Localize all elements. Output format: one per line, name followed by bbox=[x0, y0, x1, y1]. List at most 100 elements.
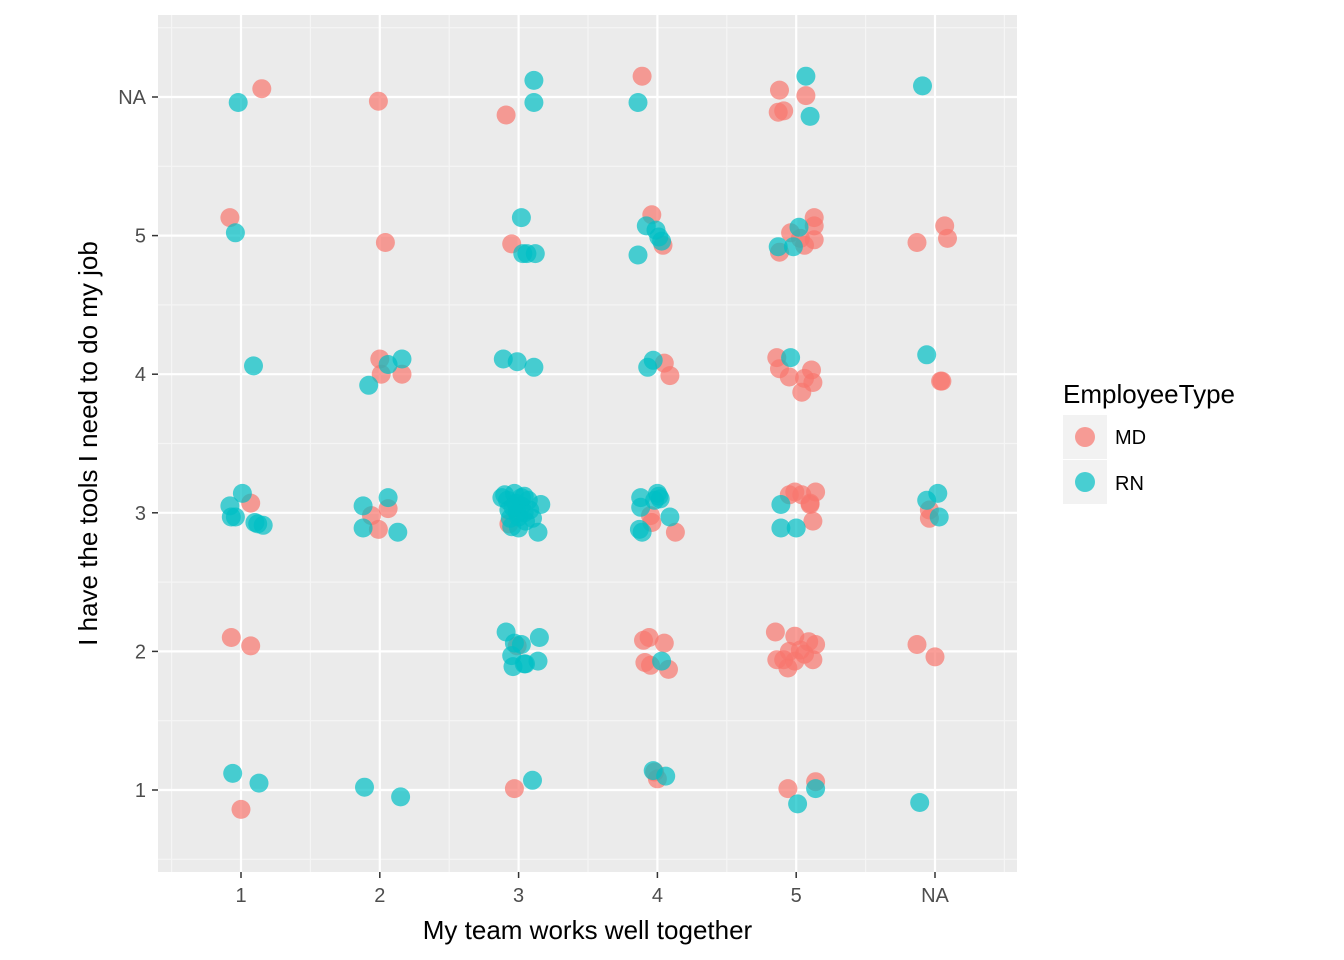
point-md bbox=[665, 522, 685, 542]
y-tick-label: NA bbox=[118, 87, 146, 109]
point-rn bbox=[788, 794, 808, 814]
point-rn bbox=[225, 223, 245, 243]
point-rn bbox=[388, 522, 408, 542]
point-md bbox=[252, 79, 272, 99]
point-rn bbox=[643, 350, 663, 370]
point-md bbox=[778, 779, 798, 799]
point-rn bbox=[528, 651, 548, 671]
series-rn bbox=[220, 66, 949, 814]
grid-major bbox=[158, 15, 1017, 872]
point-rn bbox=[628, 245, 648, 265]
point-rn bbox=[652, 651, 672, 671]
point-rn bbox=[768, 237, 788, 257]
point-rn bbox=[631, 497, 651, 517]
point-rn bbox=[632, 522, 652, 542]
point-rn bbox=[531, 495, 551, 514]
y-axis-title: I have the tools I need to do my job bbox=[73, 241, 103, 646]
point-md bbox=[220, 208, 240, 228]
point-rn bbox=[910, 793, 930, 812]
point-md bbox=[654, 633, 674, 653]
point-md bbox=[796, 86, 816, 106]
x-axis-title: My team works well together bbox=[423, 915, 753, 945]
point-md bbox=[765, 622, 785, 642]
point-rn bbox=[789, 217, 809, 237]
point-md bbox=[938, 228, 957, 248]
point-md bbox=[804, 230, 824, 250]
point-md bbox=[368, 91, 388, 111]
x-tick-label: 3 bbox=[513, 885, 524, 907]
point-md bbox=[774, 101, 794, 121]
y-tick-label: 2 bbox=[135, 641, 146, 663]
legend-key-rn bbox=[1075, 472, 1095, 492]
point-md bbox=[804, 216, 824, 236]
point-md bbox=[800, 495, 820, 514]
point-rn bbox=[525, 244, 545, 264]
point-rn bbox=[253, 515, 273, 535]
point-md bbox=[221, 628, 241, 647]
point-rn bbox=[232, 483, 252, 503]
point-rn bbox=[392, 349, 412, 369]
point-rn bbox=[225, 507, 245, 527]
point-rn bbox=[783, 237, 803, 257]
point-rn bbox=[514, 486, 534, 506]
point-rn bbox=[249, 773, 269, 793]
point-md bbox=[907, 635, 927, 654]
point-rn bbox=[917, 345, 937, 365]
point-md bbox=[770, 80, 789, 100]
point-rn bbox=[359, 375, 379, 395]
point-rn bbox=[524, 70, 544, 90]
y-tick-label: 5 bbox=[135, 226, 146, 248]
point-rn bbox=[528, 522, 548, 542]
y-tick-label: 4 bbox=[135, 364, 146, 386]
point-md bbox=[504, 779, 524, 799]
point-md bbox=[375, 233, 395, 252]
point-md bbox=[803, 650, 823, 670]
legend-label-md: MD bbox=[1115, 427, 1146, 449]
point-md bbox=[779, 367, 799, 387]
y-axis: 1 2 3 4 5 NA bbox=[118, 87, 158, 802]
point-md bbox=[803, 373, 823, 392]
legend-key-md bbox=[1075, 427, 1095, 447]
point-rn bbox=[223, 763, 243, 783]
point-rn bbox=[524, 93, 544, 112]
legend-title: EmployeeType bbox=[1063, 379, 1235, 409]
point-rn bbox=[796, 66, 816, 86]
x-tick-label: 4 bbox=[652, 885, 663, 907]
point-rn bbox=[800, 106, 820, 126]
x-tick-label: 5 bbox=[791, 885, 802, 907]
grid-minor bbox=[158, 15, 1017, 872]
point-rn bbox=[529, 628, 549, 647]
point-md bbox=[368, 519, 388, 539]
point-rn bbox=[353, 496, 373, 516]
point-md bbox=[392, 364, 412, 384]
point-rn bbox=[244, 356, 263, 376]
x-tick-label: 2 bbox=[374, 885, 385, 907]
point-rn bbox=[652, 231, 672, 251]
point-md bbox=[241, 636, 261, 656]
point-md bbox=[632, 66, 652, 86]
point-rn bbox=[771, 495, 791, 514]
point-md bbox=[496, 105, 516, 125]
point-rn bbox=[656, 766, 676, 786]
point-md bbox=[806, 635, 826, 654]
point-rn bbox=[929, 507, 949, 527]
point-rn bbox=[228, 93, 248, 112]
point-rn bbox=[355, 777, 374, 797]
point-rn bbox=[511, 635, 531, 654]
point-md bbox=[925, 647, 945, 667]
point-md bbox=[907, 233, 927, 252]
x-tick-label: 1 bbox=[235, 885, 246, 907]
point-rn bbox=[391, 787, 411, 807]
point-md bbox=[639, 628, 659, 647]
point-rn bbox=[786, 518, 806, 538]
point-rn bbox=[650, 489, 670, 509]
point-md bbox=[803, 511, 823, 531]
point-rn bbox=[628, 93, 648, 112]
legend-label-rn: RN bbox=[1115, 473, 1144, 495]
point-md bbox=[932, 371, 952, 391]
point-rn bbox=[378, 488, 398, 508]
point-rn bbox=[523, 770, 542, 790]
y-tick-label: 1 bbox=[135, 780, 146, 802]
point-rn bbox=[524, 357, 544, 377]
